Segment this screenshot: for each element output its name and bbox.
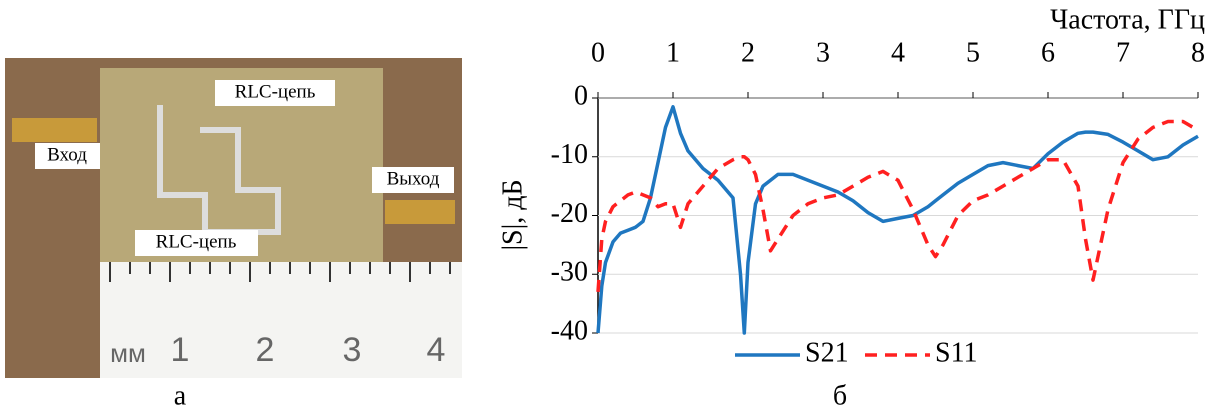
series-line	[596, 119, 1199, 293]
ruler-label: 1	[171, 331, 190, 369]
x-tick-label: 4	[891, 37, 905, 68]
ruler-label: 3	[343, 331, 362, 369]
legend-label: S21	[805, 337, 849, 368]
x-tick-label: 8	[1191, 37, 1205, 68]
y-tick-label: -30	[551, 257, 588, 288]
y-axis-label: |S|, дБ	[497, 179, 528, 250]
photo-label: Выход	[387, 168, 440, 189]
x-tick-label: 6	[1041, 37, 1055, 68]
trace	[157, 105, 281, 235]
y-tick-label: -10	[551, 139, 588, 170]
ruler-ticks	[109, 262, 451, 282]
photo-label: RLC-цепь	[235, 81, 316, 102]
label-box	[372, 167, 454, 193]
caption: б	[833, 380, 847, 411]
connector	[385, 200, 455, 224]
label-box	[35, 143, 100, 169]
ruler	[100, 262, 462, 378]
ruler-label: 4	[427, 331, 446, 369]
connector	[12, 118, 97, 142]
photo-label: Вход	[47, 144, 87, 165]
x-tick-label: 0	[591, 37, 605, 68]
x-tick-label: 3	[816, 37, 830, 68]
caption: а	[174, 380, 187, 411]
photo-label: RLC-цепь	[156, 231, 237, 252]
x-tick-label: 5	[966, 37, 980, 68]
ruler-label: мм	[110, 338, 146, 368]
y-tick-label: -20	[551, 198, 588, 229]
x-tick-label: 1	[666, 37, 680, 68]
photo: RLC-цепь Вход Выход RLC-цепь мм 1 2 3 4	[5, 58, 462, 378]
x-tick-label: 2	[741, 37, 755, 68]
series-line	[596, 105, 1199, 335]
legend-label: S11	[935, 337, 978, 368]
x-tick-label: 7	[1116, 37, 1130, 68]
x-axis-label: Частота, ГГц	[1050, 4, 1205, 35]
label-box	[215, 80, 335, 106]
y-tick-label: -40	[551, 315, 588, 346]
y-tick-label: 0	[574, 80, 588, 111]
ruler-label: 2	[256, 331, 275, 369]
label-box	[135, 230, 258, 256]
